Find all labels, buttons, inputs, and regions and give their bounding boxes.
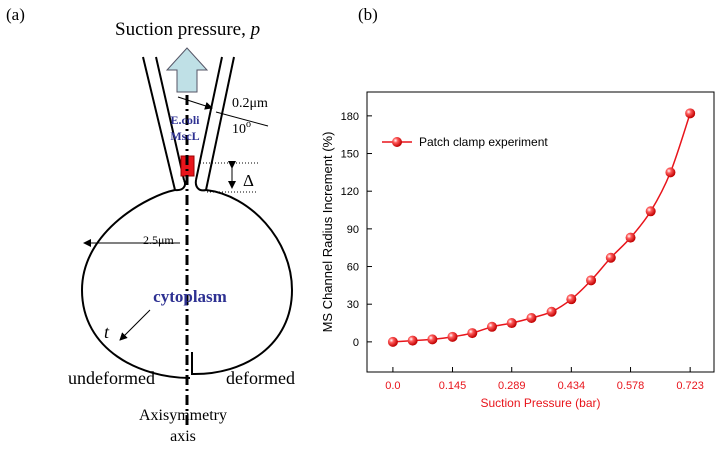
title-var: p [249,19,261,40]
data-point [407,335,418,346]
t-arrow [119,309,151,341]
y-tick-label: 120 [341,186,359,198]
data-point [586,275,597,286]
y-tick-label: 30 [347,299,359,311]
title-text: Suction pressure, [115,19,251,40]
data-point [665,167,676,178]
chart: 0 30 60 90 120 150 180 0.0 0.145 0.289 0.434 0.578 0… [320,91,715,410]
data-line [392,113,691,343]
data-point [605,252,616,263]
deformed-label: deformed [226,368,295,388]
delta-label: Δ [243,171,254,190]
diagram-title: Suction pressure, p [115,19,260,40]
data-point [486,321,497,332]
x-axis-label: Suction Pressure (bar) [480,396,600,410]
panel-label: (b) [358,5,378,24]
panel-label: (a) [6,5,25,24]
data-point [387,336,398,347]
undeformed-label: undeformed [68,368,155,388]
channel-label: MscL [170,129,199,143]
data-point [645,206,656,217]
data-point [467,328,478,339]
x-tick-label: 0.289 [498,380,526,392]
angle-value: 10 [232,122,246,137]
y-tick-label: 60 [347,262,359,274]
y-tick-label: 150 [341,149,359,161]
angle-line [215,111,269,127]
t-label: t [104,322,110,342]
plot-frame [366,91,715,373]
y-tick-label: 180 [341,111,359,123]
x-tick-label: 0.578 [617,380,645,392]
suction-arrow [165,47,209,93]
thickness-arrow [177,96,213,110]
data-point [427,334,438,345]
diagram: (a) Suction pressure, p 0.2μm 10o E.coli… [6,5,295,445]
x-tick-label: 0.145 [439,380,467,392]
x-tick-label: 0.0 [385,380,400,392]
data-point [447,331,458,342]
data-point [566,294,577,305]
cytoplasm-label: cytoplasm [153,287,227,306]
legend-marker [392,137,402,147]
y-axis-label: MS Channel Radius Increment (%) [320,132,335,333]
legend-label: Patch clamp experiment [419,135,548,149]
y-tick-label: 90 [347,224,359,236]
data-point [506,318,517,329]
data-point [685,108,696,119]
channel-label: E.coli [171,113,201,127]
y-tick-label: 0 [353,337,359,349]
data-point [625,232,636,243]
thickness-label: 0.2μm [232,96,268,111]
x-tick-label: 0.723 [676,380,704,392]
data-point [546,306,557,317]
data-point [526,313,537,324]
radius-label: 2.5μm [143,233,174,247]
axis-label: Axisymmetry [139,407,227,424]
angle-label: 10o [232,119,251,137]
angle-unit: o [246,119,251,130]
x-tick-label: 0.434 [558,380,586,392]
pipette [80,56,294,379]
axis-label: axis [170,428,196,445]
